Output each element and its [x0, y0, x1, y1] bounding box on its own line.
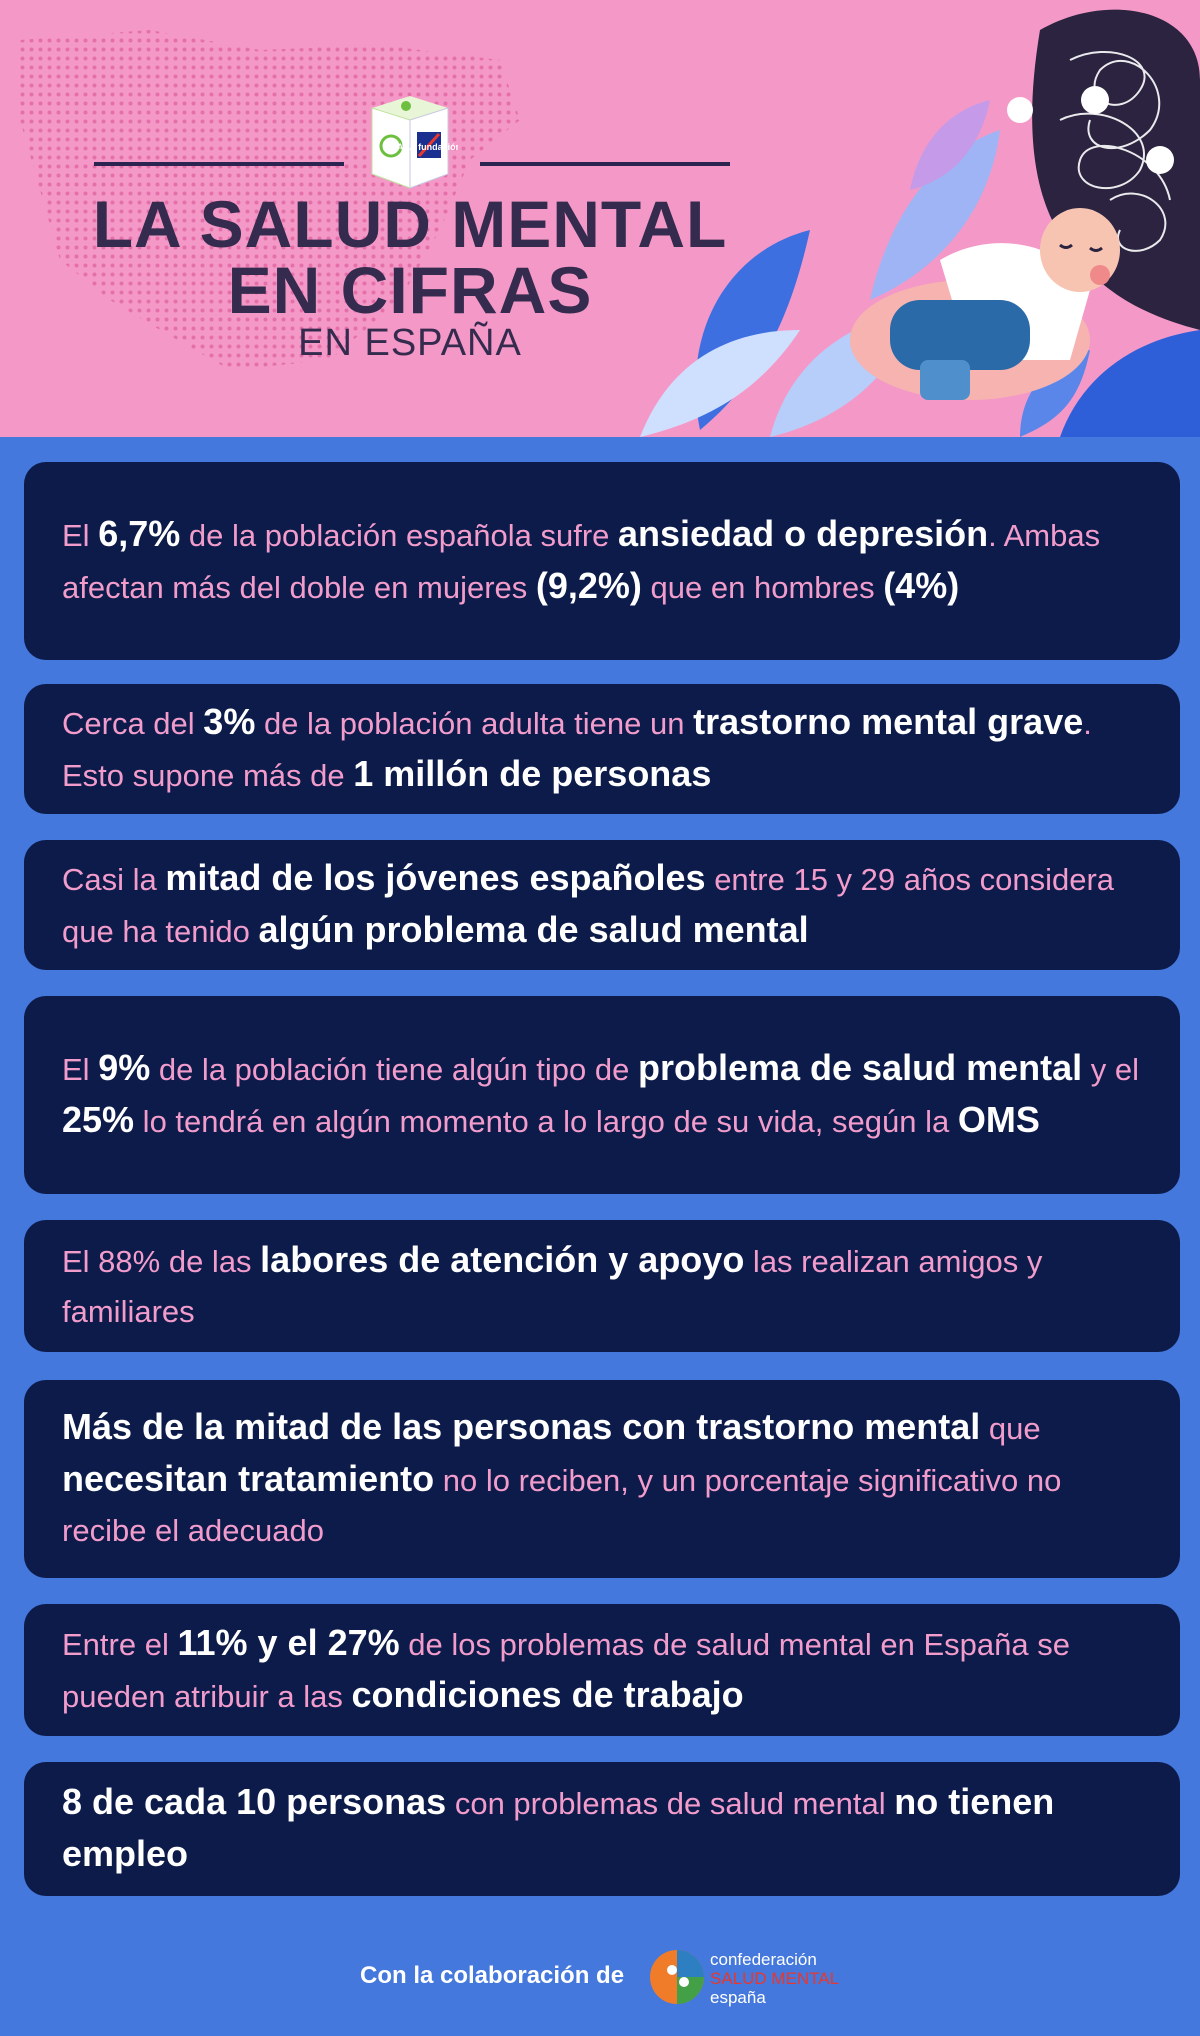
- body-text: de los problemas de salud mental en Espa…: [62, 1627, 1070, 1714]
- body-text: . Esto supone más de: [62, 706, 1092, 793]
- header: AXA fundación LA SALUD MENTAL EN CIFRAS …: [0, 0, 1200, 437]
- title-line-right: [480, 162, 730, 166]
- fundacion-axa-logo: AXA fundación: [371, 96, 458, 189]
- highlight-text: necesitan tratamiento: [62, 1458, 435, 1499]
- girl-illustration: [640, 9, 1200, 437]
- body-text: entre 15 y 29 años considera que ha teni…: [62, 862, 1115, 949]
- body-text: de la población española sufre: [180, 518, 619, 553]
- subtitle: EN ESPAÑA: [298, 322, 522, 364]
- body-text: y el: [1082, 1052, 1139, 1087]
- body-text: Entre el: [62, 1627, 178, 1662]
- stat-text-6: Más de la mitad de las personas con tras…: [62, 1402, 1146, 1556]
- highlight-text: 1 millón de personas: [353, 753, 712, 794]
- stat-text-3: Casi la mitad de los jóvenes españoles e…: [62, 853, 1146, 957]
- highlight-text: 3%: [203, 701, 256, 742]
- highlight-text: ansiedad o depresión: [618, 513, 989, 554]
- highlight-text: trastorno mental grave: [693, 701, 1084, 742]
- highlight-text: problema de salud mental: [637, 1047, 1083, 1088]
- stat-card-8: 8 de cada 10 personas con problemas de s…: [24, 1762, 1180, 1896]
- highlight-text: algún problema de salud mental: [258, 909, 809, 950]
- stat-card-6: Más de la mitad de las personas con tras…: [24, 1380, 1180, 1578]
- body-text: Cerca del: [62, 706, 204, 741]
- body-text: que en hombres: [641, 570, 884, 605]
- footer: Con la colaboración de confederación SAL…: [0, 1950, 1200, 2007]
- confederacion-logo-icon: [650, 1950, 704, 2004]
- body-text: Casi la: [62, 862, 166, 897]
- title-line-left: [94, 162, 344, 166]
- stat-card-3: Casi la mitad de los jóvenes españoles e…: [24, 840, 1180, 970]
- stat-card-2: Cerca del 3% de la población adulta tien…: [24, 684, 1180, 814]
- highlight-text: mitad de los jóvenes españoles: [165, 857, 706, 898]
- body-text: . Ambas afectan más del doble en mujeres: [62, 518, 1101, 605]
- body-text: de la población tiene algún tipo de: [150, 1052, 638, 1087]
- highlight-text: no tienen empleo: [62, 1781, 1055, 1874]
- body-text: que: [980, 1411, 1041, 1446]
- highlight-text: condiciones de trabajo: [351, 1674, 744, 1715]
- body-text: El: [62, 518, 99, 553]
- logo-text: AXA fundación: [397, 142, 458, 152]
- body-text: de la población adulta tiene un: [255, 706, 694, 741]
- body-text: lo tendrá en algún momento a lo largo de…: [134, 1104, 958, 1139]
- stat-card-7: Entre el 11% y el 27% de los problemas d…: [24, 1604, 1180, 1736]
- stat-card-4: El 9% de la población tiene algún tipo d…: [24, 996, 1180, 1194]
- highlight-text: (4%): [883, 565, 960, 606]
- stat-text-4: El 9% de la población tiene algún tipo d…: [62, 1043, 1146, 1147]
- body-text: El 88% de las: [62, 1244, 261, 1279]
- highlight-text: (9,2%): [535, 565, 642, 606]
- stat-text-8: 8 de cada 10 personas con problemas de s…: [62, 1777, 1146, 1881]
- highlight-text: 11% y el 27%: [177, 1622, 400, 1663]
- title-line-2: EN CIFRAS: [227, 253, 593, 327]
- stat-text-7: Entre el 11% y el 27% de los problemas d…: [62, 1618, 1146, 1722]
- conf-line-3: españa: [710, 1988, 766, 2007]
- conf-line-1: confederación: [710, 1950, 817, 1969]
- highlight-text: Más de la mitad de las personas con tras…: [62, 1406, 981, 1447]
- body-text: El: [62, 1052, 99, 1087]
- body-text: no lo reciben, y un porcentaje significa…: [62, 1463, 1062, 1548]
- highlight-text: OMS: [957, 1099, 1040, 1140]
- body-text: las realizan amigos y familiares: [62, 1244, 1043, 1329]
- collaboration-text: Con la colaboración de: [360, 1962, 625, 1989]
- highlight-text: 9%: [98, 1047, 151, 1088]
- stat-text-2: Cerca del 3% de la población adulta tien…: [62, 697, 1146, 801]
- stat-text-5: El 88% de las labores de atención y apoy…: [62, 1235, 1146, 1337]
- confederacion-logo-text: confederación SALUD MENTAL españa: [710, 1950, 839, 2007]
- title-line-1: LA SALUD MENTAL: [92, 187, 728, 261]
- highlight-text: 8 de cada 10 personas: [62, 1781, 447, 1822]
- body-text: con problemas de salud mental: [446, 1786, 895, 1821]
- conf-line-2: SALUD MENTAL: [710, 1969, 840, 1988]
- highlight-text: labores de atención y apoyo: [260, 1239, 745, 1280]
- stat-card-1: El 6,7% de la población española sufre a…: [24, 462, 1180, 660]
- highlight-text: 6,7%: [98, 513, 181, 554]
- stat-text-1: El 6,7% de la población española sufre a…: [62, 509, 1146, 613]
- stat-card-5: El 88% de las labores de atención y apoy…: [24, 1220, 1180, 1352]
- highlight-text: 25%: [62, 1099, 135, 1140]
